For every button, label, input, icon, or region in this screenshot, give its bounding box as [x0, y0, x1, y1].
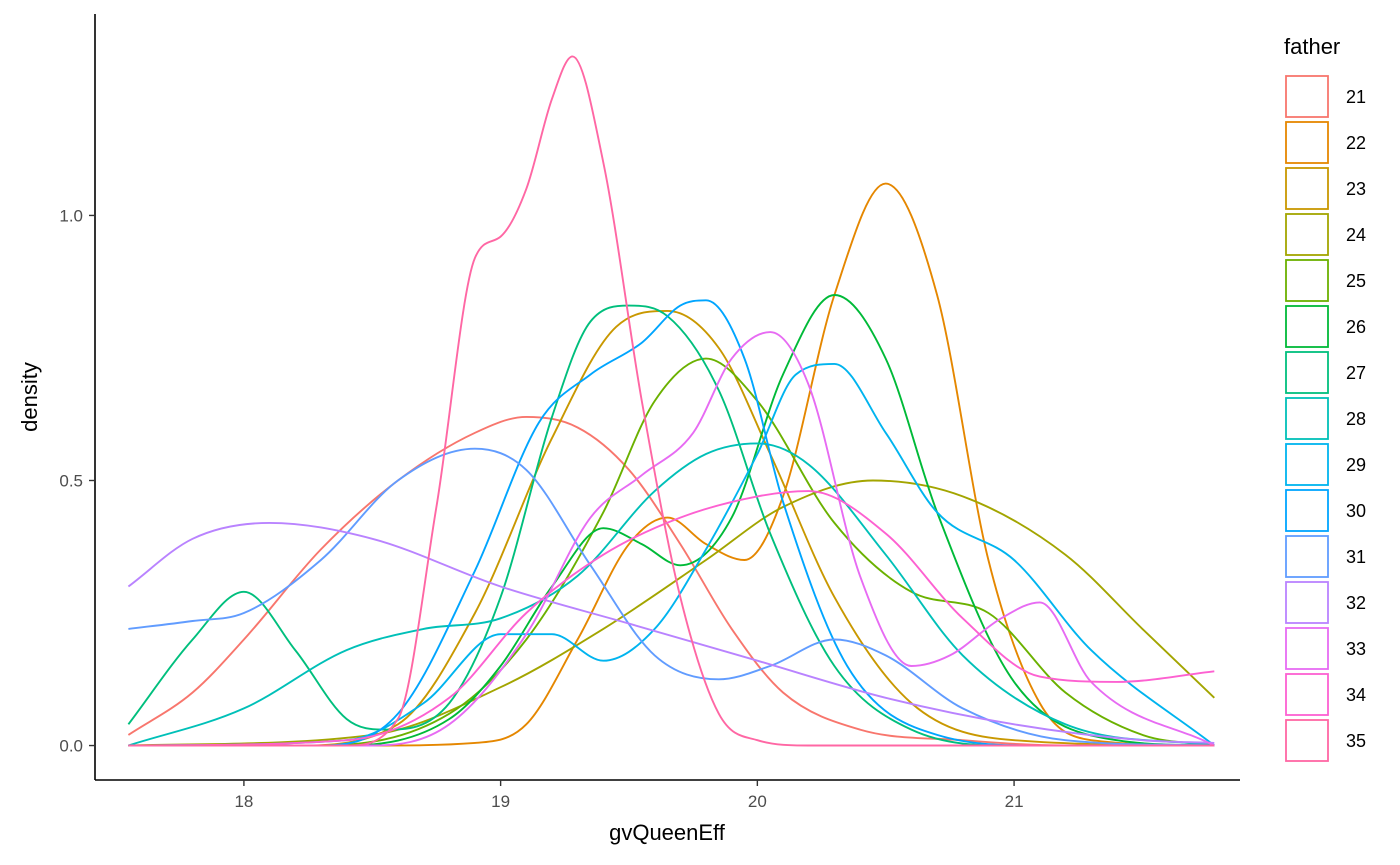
x-axis-ticks: 18 19 20 21: [234, 780, 1024, 811]
density-curve-24: [128, 479, 1215, 747]
x-tick-label: 21: [1005, 792, 1024, 811]
y-axis-title: density: [17, 362, 42, 432]
y-tick-label: 0.0: [59, 737, 83, 756]
legend-key-33: [1285, 627, 1329, 670]
density-curve-29: [128, 362, 1215, 747]
legend-key-35: [1285, 719, 1329, 762]
legend-item-33: 33: [1285, 627, 1366, 670]
legend-label-21: 21: [1346, 87, 1366, 107]
legend-label-25: 25: [1346, 271, 1366, 291]
legend-key-31: [1285, 535, 1329, 578]
legend-label-30: 30: [1346, 501, 1366, 521]
legend-key-22: [1285, 121, 1329, 164]
legend-item-21: 21: [1285, 75, 1366, 118]
legend-item-23: 23: [1285, 167, 1366, 210]
x-tick-label: 20: [748, 792, 767, 811]
density-curve-34: [128, 490, 1215, 747]
legend-items: 21 22 23 24 25 26 27 28 29 30 31 32 33 34 35: [1285, 75, 1366, 762]
legend-item-24: 24: [1285, 213, 1366, 256]
legend-item-22: 22: [1285, 121, 1366, 164]
legend-label-28: 28: [1346, 409, 1366, 429]
density-curve-25: [128, 357, 1215, 747]
density-curve-31: [128, 447, 1215, 747]
series-layer: [127, 55, 1215, 747]
legend-label-34: 34: [1346, 685, 1366, 705]
legend-label-33: 33: [1346, 639, 1366, 659]
y-tick-label: 1.0: [59, 206, 83, 225]
legend-item-30: 30: [1285, 489, 1366, 532]
legend-label-22: 22: [1346, 133, 1366, 153]
x-tick-label: 19: [491, 792, 510, 811]
density-curve-32: [127, 521, 1215, 744]
density-curve-28: [128, 442, 1215, 747]
density-curve-30: [128, 299, 1215, 747]
legend-item-28: 28: [1285, 397, 1366, 440]
legend-label-24: 24: [1346, 225, 1366, 245]
density-curve-26: [128, 294, 1215, 747]
legend-key-28: [1285, 397, 1329, 440]
legend-label-23: 23: [1346, 179, 1366, 199]
y-axis-ticks: 0.0 0.5 1.0: [59, 206, 95, 756]
legend-key-32: [1285, 581, 1329, 624]
legend-label-27: 27: [1346, 363, 1366, 383]
legend-item-29: 29: [1285, 443, 1366, 486]
legend-key-34: [1285, 673, 1329, 716]
legend-key-24: [1285, 213, 1329, 256]
legend-label-26: 26: [1346, 317, 1366, 337]
density-curve-23: [128, 309, 1215, 747]
density-curve-35: [128, 55, 1215, 747]
legend-item-32: 32: [1285, 581, 1366, 624]
density-curve-33: [128, 331, 1215, 747]
legend-key-27: [1285, 351, 1329, 394]
legend-label-31: 31: [1346, 547, 1366, 567]
legend-item-25: 25: [1285, 259, 1366, 302]
y-tick-label: 0.5: [59, 471, 83, 490]
legend-label-35: 35: [1346, 731, 1366, 751]
legend-item-27: 27: [1285, 351, 1366, 394]
legend-key-23: [1285, 167, 1329, 210]
legend-item-35: 35: [1285, 719, 1366, 762]
legend-key-25: [1285, 259, 1329, 302]
density-curve-21: [127, 415, 1215, 747]
legend: father 21 22 23 24 25 26 27 28 29 30 31 32 33 34 35: [1284, 34, 1366, 762]
plot-area: 18 19 20 21 0.0 0.5 1.0: [59, 14, 1240, 811]
legend-key-29: [1285, 443, 1329, 486]
legend-key-30: [1285, 489, 1329, 532]
legend-label-32: 32: [1346, 593, 1366, 613]
x-axis-title: gvQueenEff: [609, 820, 726, 845]
legend-key-21: [1285, 75, 1329, 118]
x-tick-label: 18: [234, 792, 253, 811]
density-curve-27: [127, 304, 1215, 747]
legend-item-34: 34: [1285, 673, 1366, 716]
legend-item-31: 31: [1285, 535, 1366, 578]
legend-item-26: 26: [1285, 305, 1366, 348]
legend-label-29: 29: [1346, 455, 1366, 475]
density-curve-22: [128, 182, 1215, 747]
legend-title: father: [1284, 34, 1340, 59]
legend-key-26: [1285, 305, 1329, 348]
